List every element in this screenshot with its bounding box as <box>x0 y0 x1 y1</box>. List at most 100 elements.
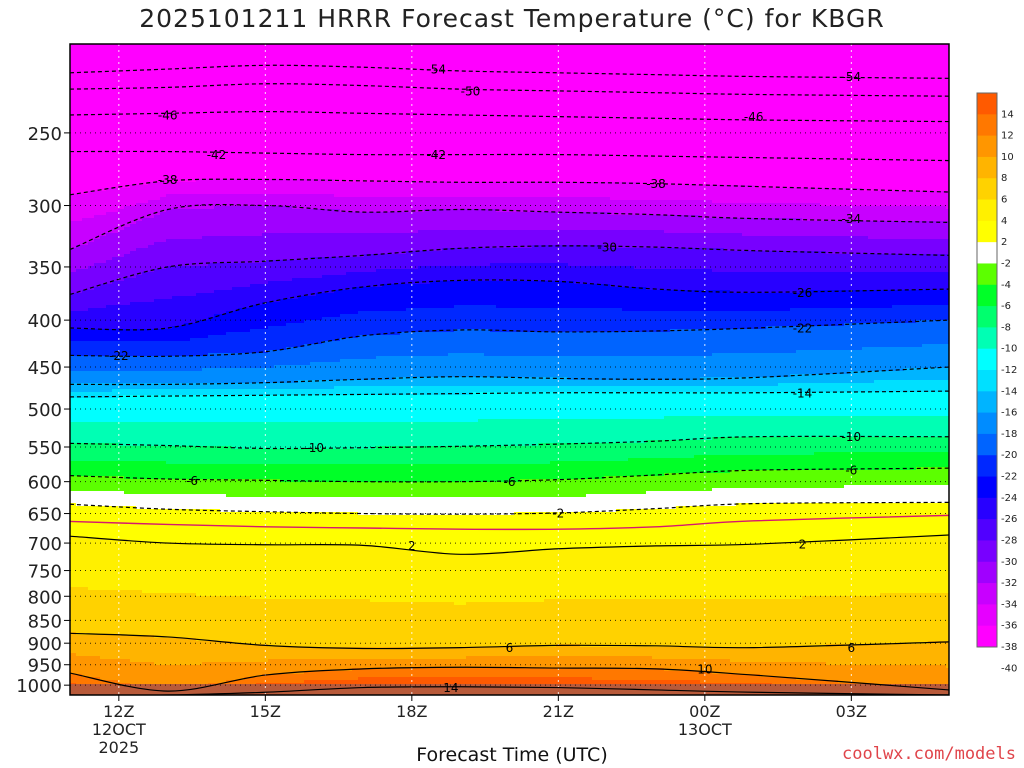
temperature-cell <box>724 251 731 273</box>
colorbar-label: 2 <box>1001 237 1007 248</box>
temperature-cell <box>610 461 617 477</box>
temperature-cell <box>154 494 161 510</box>
temperature-cell <box>442 554 449 603</box>
temperature-cell <box>124 227 131 255</box>
temperature-cell <box>538 263 545 282</box>
temperature-cell <box>172 239 179 267</box>
temperature-cell <box>688 491 695 507</box>
temperature-cell <box>400 311 407 333</box>
temperature-cell <box>700 311 707 330</box>
temperature-cell <box>466 515 473 555</box>
temperature-cell <box>880 452 887 471</box>
temperature-cell <box>556 392 563 420</box>
temperature-cell <box>82 290 89 312</box>
temperature-cell <box>532 281 539 309</box>
temperature-cell <box>112 329 119 342</box>
temperature-cell <box>142 341 149 357</box>
temperature-cell <box>934 593 941 642</box>
temperature-cell <box>280 482 287 498</box>
temperature-cell <box>904 191 911 207</box>
x-tick-label: 18Z <box>396 702 427 721</box>
temperature-cell <box>766 437 773 456</box>
temperature-cell <box>328 44 335 180</box>
temperature-cell <box>880 437 887 453</box>
temperature-cell <box>394 197 401 213</box>
temperature-cell <box>856 665 863 684</box>
temperature-cell <box>940 536 947 594</box>
temperature-cell <box>634 380 641 387</box>
temperature-cell <box>328 422 335 450</box>
colorbar-swatch <box>977 327 997 350</box>
source-credit[interactable]: coolwx.com/models <box>842 744 1016 764</box>
temperature-cell <box>466 230 473 249</box>
temperature-cell <box>916 272 923 291</box>
temperature-cell <box>148 593 155 636</box>
temperature-cell <box>892 323 899 348</box>
temperature-cell <box>352 233 359 258</box>
temperature-cell <box>808 416 815 438</box>
temperature-cell <box>532 245 539 264</box>
temperature-cell <box>160 356 167 372</box>
x-tick-label: 03Z <box>836 702 867 721</box>
temperature-cell <box>574 668 581 678</box>
temperature-cell <box>316 545 323 600</box>
temperature-cell <box>178 665 185 690</box>
temperature-cell <box>100 443 107 462</box>
temperature-cell <box>322 497 329 513</box>
temperature-cell <box>142 371 149 384</box>
temperature-cell <box>712 386 719 393</box>
temperature-cell <box>178 395 185 423</box>
temperature-cell <box>88 242 95 267</box>
temperature-cell <box>334 482 341 498</box>
temperature-cell <box>70 311 77 330</box>
temperature-cell <box>298 194 305 210</box>
temperature-cell <box>628 215 635 231</box>
temperature-cell <box>448 281 455 309</box>
temperature-cell <box>124 494 131 507</box>
temperature-cell <box>880 539 887 594</box>
temperature-cell <box>694 44 701 186</box>
temperature-cell <box>778 677 785 687</box>
temperature-cell <box>358 386 365 396</box>
isotherm-line <box>70 666 949 692</box>
temperature-cell <box>454 647 461 660</box>
colorbar-label: -8 <box>1001 322 1011 333</box>
temperature-cell <box>928 593 935 642</box>
temperature-cell <box>640 185 647 201</box>
temperature-cell <box>856 470 863 486</box>
temperature-cell <box>706 200 713 219</box>
temperature-cell <box>256 464 263 480</box>
temperature-cell <box>820 452 827 471</box>
temperature-cell <box>736 233 743 252</box>
temperature-cell <box>286 194 293 207</box>
temperature-cell <box>616 599 623 648</box>
temperature-cell <box>886 44 893 192</box>
temperature-cell <box>850 437 857 453</box>
temperature-cell <box>622 311 629 333</box>
temperature-cell <box>766 488 773 504</box>
temperature-cell <box>796 599 803 648</box>
temperature-cell <box>796 383 803 393</box>
temperature-cell <box>280 599 287 648</box>
temperature-cell <box>922 290 929 306</box>
temperature-cell <box>118 371 125 384</box>
temperature-cell <box>304 260 311 279</box>
temperature-cell <box>622 332 629 357</box>
temperature-cell <box>640 656 647 669</box>
temperature-cell <box>310 362 317 381</box>
temperature-cell <box>916 593 923 645</box>
temperature-cell <box>352 257 359 273</box>
temperature-cell <box>466 497 473 516</box>
temperature-cell <box>736 455 743 471</box>
temperature-cell <box>658 215 665 231</box>
temperature-cell <box>238 662 245 681</box>
temperature-cell <box>598 182 605 198</box>
temperature-cell <box>196 44 203 180</box>
temperature-cell <box>76 341 83 357</box>
temperature-cell <box>394 446 401 465</box>
temperature-cell <box>934 368 941 381</box>
temperature-cell <box>856 206 863 222</box>
temperature-cell <box>562 419 569 444</box>
temperature-cell <box>640 269 647 288</box>
temperature-cell <box>766 251 773 273</box>
